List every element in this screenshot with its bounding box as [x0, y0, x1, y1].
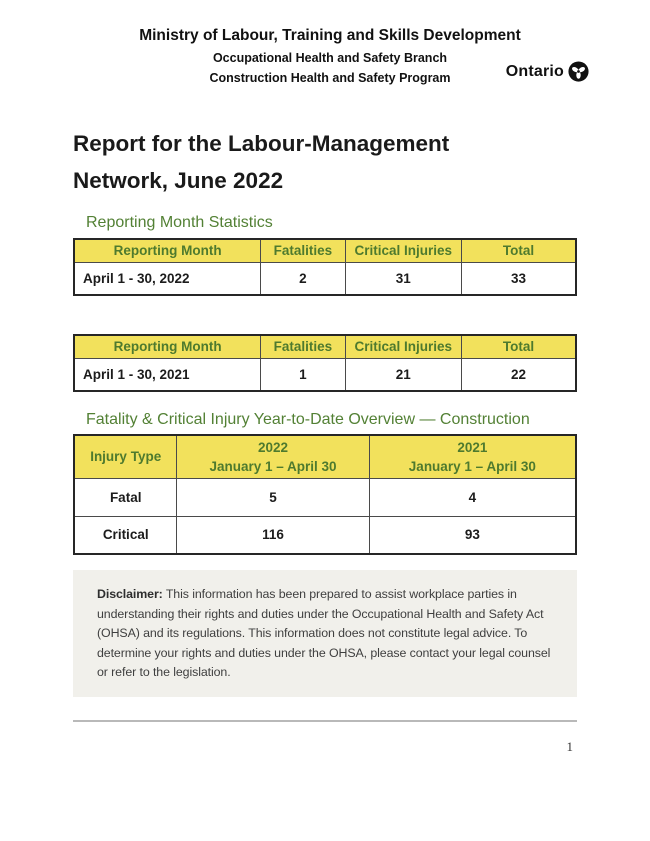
cell-fatalities: 1 — [260, 357, 346, 392]
ministry-title: Ministry of Labour, Training and Skills … — [139, 27, 521, 44]
date-range-2022: January 1 – April 30 — [209, 458, 337, 474]
cell-2021-value: 93 — [368, 515, 577, 555]
table-header-row: Reporting Month Fatalities Critical Inju… — [73, 334, 577, 359]
table-row: April 1 - 30, 2021 1 21 22 — [73, 357, 577, 392]
page-number: 1 — [566, 738, 574, 754]
column-header-critical-injuries: Critical Injuries — [344, 334, 463, 359]
year-label-2022: 2022 — [258, 439, 289, 455]
trillium-icon — [568, 61, 589, 82]
cell-2022-value: 5 — [176, 477, 370, 517]
column-header-fatalities: Fatalities — [260, 334, 346, 359]
cell-reporting-month: April 1 - 30, 2021 — [73, 357, 262, 392]
year-label-2021: 2021 — [457, 439, 488, 455]
column-header-critical-injuries: Critical Injuries — [344, 238, 463, 263]
page-title-line2: Network, June 2022 — [73, 168, 284, 193]
disclaimer-label: Disclaimer: — [97, 587, 163, 601]
ontario-logo: Ontario — [506, 61, 589, 82]
reporting-month-table-2022: Reporting Month Fatalities Critical Inju… — [73, 238, 577, 296]
table-row-critical: Critical 116 93 — [73, 515, 577, 555]
column-header-2022: 2022 January 1 – April 30 — [176, 434, 370, 479]
cell-total: 33 — [461, 261, 577, 296]
disclaimer-box: Disclaimer: This information has been pr… — [73, 570, 577, 697]
cell-injury-type: Critical — [73, 515, 178, 555]
ytd-overview-table: Injury Type 2022 January 1 – April 30 20… — [73, 434, 577, 555]
page-title: Report for the Labour-Management Network… — [73, 125, 577, 199]
cell-injury-type: Fatal — [73, 477, 178, 517]
date-range-2021: January 1 – April 30 — [408, 458, 536, 474]
cell-critical-injuries: 21 — [344, 357, 463, 392]
column-header-injury-type: Injury Type — [73, 434, 178, 479]
column-header-reporting-month: Reporting Month — [73, 334, 262, 359]
table-row-fatal: Fatal 5 4 — [73, 477, 577, 517]
column-header-2021: 2021 January 1 – April 30 — [368, 434, 577, 479]
cell-critical-injuries: 31 — [344, 261, 463, 296]
section-heading-reporting-month: Reporting Month Statistics — [86, 214, 273, 231]
cell-fatalities: 2 — [260, 261, 346, 296]
program-subtitle: Construction Health and Safety Program — [209, 71, 451, 85]
cell-reporting-month: April 1 - 30, 2022 — [73, 261, 262, 296]
disclaimer-text: This information has been prepared to as… — [97, 587, 551, 679]
table-header-row: Reporting Month Fatalities Critical Inju… — [73, 238, 577, 263]
column-header-fatalities: Fatalities — [260, 238, 346, 263]
cell-total: 22 — [461, 357, 577, 392]
table-header-row: Injury Type 2022 January 1 – April 30 20… — [73, 434, 577, 479]
document-letterhead: Ministry of Labour, Training and Skills … — [73, 27, 589, 85]
reporting-month-table-2021: Reporting Month Fatalities Critical Inju… — [73, 334, 577, 392]
column-header-reporting-month: Reporting Month — [73, 238, 262, 263]
cell-2022-value: 116 — [176, 515, 370, 555]
column-header-total: Total — [461, 238, 577, 263]
table-row: April 1 - 30, 2022 2 31 33 — [73, 261, 577, 296]
page-title-line1: Report for the Labour-Management — [73, 131, 450, 156]
cell-2021-value: 4 — [368, 477, 577, 517]
ontario-wordmark: Ontario — [505, 62, 564, 80]
footer-divider — [73, 719, 577, 722]
section-heading-ytd-overview: Fatality & Critical Injury Year-to-Date … — [86, 411, 530, 428]
column-header-total: Total — [461, 334, 577, 359]
branch-subtitle: Occupational Health and Safety Branch — [212, 51, 448, 65]
